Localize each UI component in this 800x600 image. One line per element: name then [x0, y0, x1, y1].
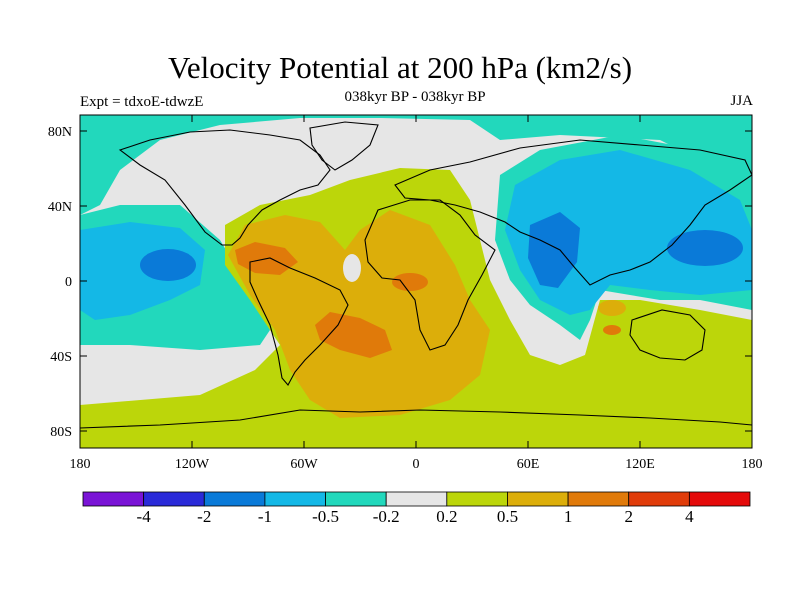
x-tick-label: 180: [742, 457, 763, 472]
north-america-outline: [118, 129, 331, 246]
europe-asia-outline: [394, 139, 752, 286]
y-tick-label: 80N: [48, 125, 72, 140]
greenland-outline: [309, 121, 379, 171]
blue-core-indian: [528, 212, 580, 288]
colorbar-swatch: [385, 491, 448, 507]
colorbar-swatch: [446, 491, 508, 507]
orange-core-brazil: [315, 312, 392, 358]
colorbar-labels: -4 -2 -1 -0.5 -0.2 0.2 0.5 1 2 4: [137, 507, 695, 526]
y-tick-label: 0: [65, 275, 72, 290]
y-tick-label: 80S: [50, 425, 72, 440]
colorbar-label: 0.5: [497, 507, 518, 526]
colorbar-swatch: [325, 491, 387, 507]
colorbar-label: 4: [685, 507, 694, 526]
x-tick-label: 60E: [517, 457, 540, 472]
colorbar-swatch: [628, 491, 690, 507]
experiment-label: Expt = tdxoE-tdwzE: [80, 94, 204, 110]
colorbar-swatch: [567, 491, 630, 507]
x-tick-label: 0: [413, 457, 420, 472]
axis-ticks: [79, 115, 753, 448]
x-tick-label: 120W: [175, 457, 210, 472]
colorbar-label: -1: [258, 507, 272, 526]
teal-region-north-pacific: [80, 115, 752, 215]
colorbar-swatch: [264, 491, 326, 507]
colorbar-label: 0.2: [436, 507, 457, 526]
colorbar: [82, 491, 751, 507]
x-tick-label: 180: [70, 457, 91, 472]
orange-core-africa: [392, 273, 428, 291]
africa-outline: [364, 199, 496, 351]
colorbar-label: 1: [564, 507, 573, 526]
colorbar-swatch: [688, 491, 751, 507]
y-tick-label: 40N: [48, 200, 72, 215]
colorbar-swatch: [82, 491, 145, 507]
colorbar-label: -0.2: [373, 507, 400, 526]
colorbar-label: -2: [197, 507, 211, 526]
x-tick-label: 120E: [625, 457, 655, 472]
subtitle: 038kyr BP - 038kyr BP: [344, 89, 486, 105]
gold-spot-australia: [598, 300, 626, 316]
colorbar-swatch: [143, 491, 205, 507]
south-america-outline: [249, 257, 349, 386]
colorbar-swatch: [507, 491, 569, 507]
colorbar-label: -4: [137, 507, 152, 526]
page-title: Velocity Potential at 200 hPa (km2/s): [167, 50, 633, 85]
season-label: JJA: [730, 93, 753, 109]
blue-core-pacific: [140, 249, 196, 281]
x-tick-label: 60W: [290, 457, 318, 472]
colorbar-label: -0.5: [312, 507, 339, 526]
y-tick-label: 40S: [50, 350, 72, 365]
australia-outline: [629, 309, 706, 361]
velocity-potential-field: [80, 115, 752, 448]
neutral-spot-atlantic: [343, 254, 361, 282]
blue-core-west-pacific: [667, 230, 743, 266]
continent-outlines: [80, 121, 752, 429]
gold-spot-nw-australia: [603, 325, 621, 335]
colorbar-label: 2: [624, 507, 633, 526]
antarctica-outline: [80, 409, 752, 429]
colorbar-swatch: [203, 491, 266, 507]
